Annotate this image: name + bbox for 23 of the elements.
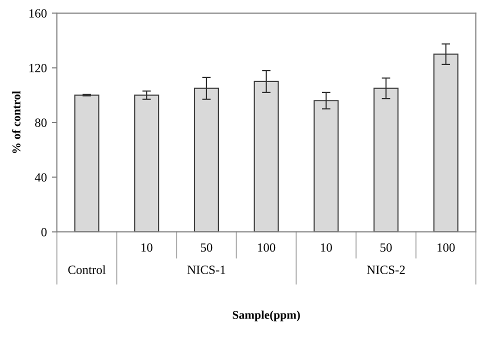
bar [74,94,100,232]
y-tick-label: 0 [41,228,47,236]
x-tick-label: 10 [321,243,332,252]
y-tick-label: 160 [29,9,47,18]
bar [314,100,339,232]
x-tick-label: 100 [438,243,455,252]
text: NICS-2 [366,266,405,274]
bar [433,54,458,232]
y-tick-label: 40 [34,173,47,182]
text: Control [68,265,106,274]
x-tick-label: 50 [380,243,392,252]
x-axis-title: Sample(ppm) [232,310,300,322]
y-axis-title: % of control [12,91,20,153]
x-tick-label: 100 [258,243,276,252]
x-tick-label: 50 [200,243,212,252]
x-tick-label: 10 [141,243,152,252]
bar [373,88,399,232]
bar [194,88,219,232]
bar [254,80,279,232]
bar [134,94,160,232]
text: NICS-1 [187,266,226,274]
y-tick-label: 80 [35,118,47,127]
y-tick-label: 120 [29,64,47,72]
